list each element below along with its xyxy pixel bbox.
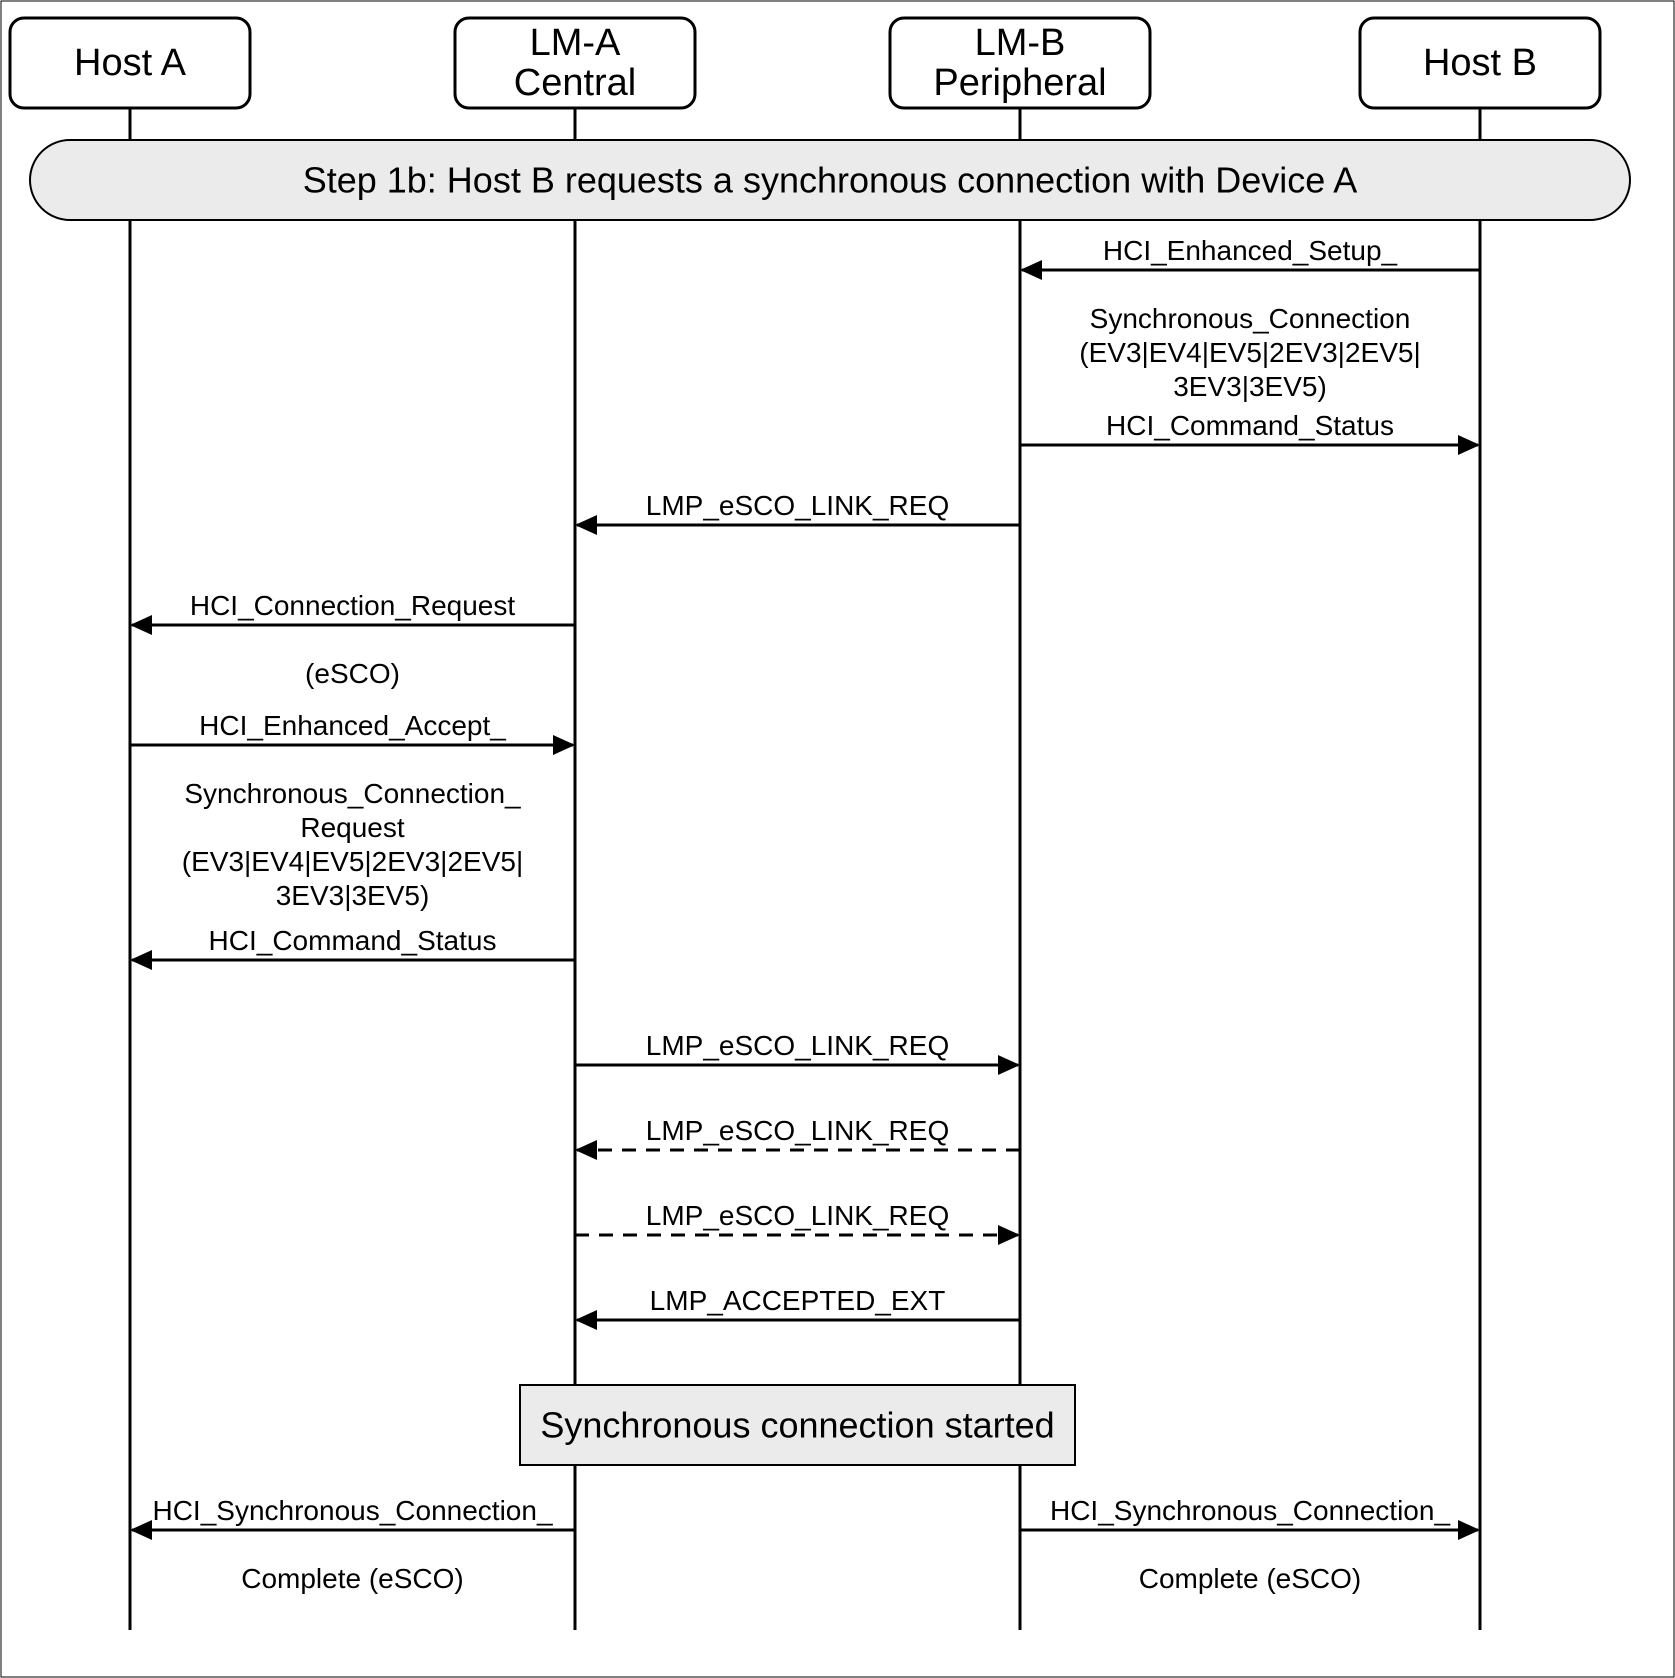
step-banner-text: Step 1b: Host B requests a synchronous c… bbox=[303, 160, 1358, 201]
message-label-2-0: LMP_eSCO_LINK_REQ bbox=[646, 490, 949, 521]
message-label-11-0: HCI_Synchronous_Connection_ bbox=[1050, 1495, 1450, 1526]
message-label-0-2: (EV3|EV4|EV5|2EV3|2EV5| bbox=[1079, 337, 1420, 368]
message-label-4-3: (EV3|EV4|EV5|2EV3|2EV5| bbox=[182, 846, 523, 877]
message-label-0-3: 3EV3|3EV5) bbox=[1173, 371, 1327, 402]
participant-label-lmA: LM-A bbox=[530, 22, 621, 64]
message-label-1-0: HCI_Command_Status bbox=[1106, 410, 1394, 441]
message-label-4-0: HCI_Enhanced_Accept_ bbox=[199, 710, 506, 741]
participant-label-lmB: LM-B bbox=[975, 22, 1066, 64]
message-label-3-0: HCI_Connection_Request bbox=[190, 590, 516, 621]
sequence-diagram: Step 1b: Host B requests a synchronous c… bbox=[0, 0, 1675, 1678]
message-label-4-2: Request bbox=[300, 812, 405, 843]
message-label-10-0: HCI_Synchronous_Connection_ bbox=[152, 1495, 552, 1526]
message-label-4-1: Synchronous_Connection_ bbox=[184, 778, 521, 809]
message-label-6-0: LMP_eSCO_LINK_REQ bbox=[646, 1030, 949, 1061]
message-label-11-1: Complete (eSCO) bbox=[1139, 1563, 1362, 1594]
participant-label-lmB: Peripheral bbox=[933, 62, 1106, 104]
message-label-0-1: Synchronous_Connection bbox=[1090, 303, 1411, 334]
participant-label-lmA: Central bbox=[514, 62, 637, 104]
message-label-8-0: LMP_eSCO_LINK_REQ bbox=[646, 1200, 949, 1231]
message-label-10-1: Complete (eSCO) bbox=[241, 1563, 464, 1594]
participant-label-hostA: Host A bbox=[74, 42, 187, 84]
message-label-0-0: HCI_Enhanced_Setup_ bbox=[1103, 235, 1398, 266]
message-label-4-4: 3EV3|3EV5) bbox=[276, 880, 430, 911]
message-label-7-0: LMP_eSCO_LINK_REQ bbox=[646, 1115, 949, 1146]
message-label-9-0: LMP_ACCEPTED_EXT bbox=[650, 1285, 946, 1316]
message-label-5-0: HCI_Command_Status bbox=[209, 925, 497, 956]
participant-label-hostB: Host B bbox=[1423, 42, 1537, 84]
message-label-3-1: (eSCO) bbox=[305, 658, 400, 689]
note-text: Synchronous connection started bbox=[540, 1405, 1054, 1446]
